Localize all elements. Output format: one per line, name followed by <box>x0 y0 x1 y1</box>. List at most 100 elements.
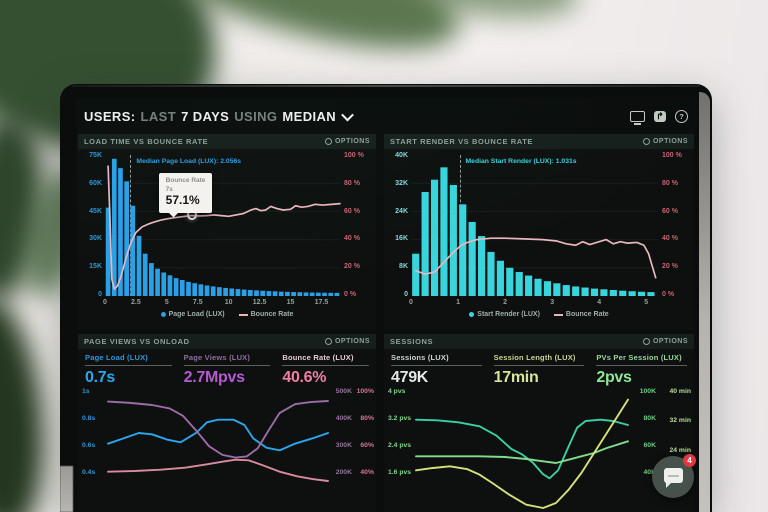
x-axis: 0 2.5 5 7.5 10 12.5 15 17.5 <box>103 299 340 308</box>
axis-label: 15K <box>89 263 102 271</box>
axis-label: 1s <box>82 388 90 395</box>
metric-row: Page Load (LUX) 0.7s Page Views (LUX) 2.… <box>85 353 370 387</box>
metric-bounce-rate[interactable]: Bounce Rate (LUX) 40.6% <box>282 353 370 387</box>
chevron-down-icon[interactable] <box>341 108 354 121</box>
y-axis-right: 100 % 80 % 60 % 40 % 20 % 0 % <box>344 152 373 298</box>
laptop: USERS: LAST 7 DAYS USING MEDIAN ↱ ? LOAD… <box>60 84 712 512</box>
y-axis-left: 75K 60K 45K 30K 15K 0 <box>81 152 102 298</box>
legend-label: Bounce Rate <box>250 311 294 318</box>
x-tick-label: 7.5 <box>192 299 203 306</box>
axis-label: 3.2 pvs <box>388 415 412 423</box>
axis-label: 45K <box>89 207 102 215</box>
options-button[interactable]: OPTIONS <box>324 338 370 345</box>
panel-header: LOAD TIME VS BOUNCE RATE OPTIONS <box>78 134 376 149</box>
share-icon[interactable]: ↱ <box>654 110 666 122</box>
sessions-chart[interactable] <box>416 393 628 505</box>
metric-divider <box>85 365 172 366</box>
gear-icon <box>324 138 332 145</box>
metric-page-views[interactable]: Page Views (LUX) 2.7Mpvs <box>183 353 271 387</box>
chat-widget-button[interactable]: 4 <box>652 454 696 498</box>
axis-label: 0 <box>98 290 102 298</box>
axis-label: 4 pvs <box>388 388 406 395</box>
legend-start-render[interactable]: Start Render (LUX) <box>469 311 540 318</box>
panel-title: PAGE VIEWS VS ONLOAD <box>84 337 190 346</box>
metric-row: Sessions (LUX) 479K Session Length (LUX)… <box>391 353 688 387</box>
options-button[interactable]: OPTIONS <box>324 138 370 145</box>
axis-label: 0 % <box>662 290 675 298</box>
header-icons: ↱ ? <box>630 109 688 125</box>
legend-page-load[interactable]: Page Load (LUX) <box>160 311 225 318</box>
panel-sessions: SESSIONS OPTIONS Sessions (LUX) 479K Ses… <box>384 334 694 512</box>
axis-label: 40 % <box>662 235 678 243</box>
x-tick-label: 12.5 <box>252 299 267 306</box>
dashboard-title-dropdown[interactable]: USERS: LAST 7 DAYS USING MEDIAN <box>84 108 354 124</box>
axis-label: 32 min <box>669 417 691 425</box>
options-label: OPTIONS <box>334 338 370 345</box>
metric-sessions[interactable]: Sessions (LUX) 479K <box>391 353 482 387</box>
legend-label: Bounce Rate <box>565 311 609 318</box>
options-button[interactable]: OPTIONS <box>642 338 688 345</box>
x-tick-label: 10 <box>224 299 233 306</box>
metric-value: 40.6% <box>282 369 327 386</box>
help-icon[interactable]: ? <box>675 109 688 123</box>
metric-label: Sessions (LUX) <box>391 353 449 362</box>
axis-label: 100 % <box>662 152 682 159</box>
axis-label: 0.8s <box>82 415 96 423</box>
axis-label: 40% <box>360 469 374 477</box>
options-label: OPTIONS <box>334 138 370 145</box>
options-label: OPTIONS <box>652 138 688 145</box>
axis-label: 40K <box>643 469 656 477</box>
axis-label: 75K <box>89 152 102 159</box>
panel-header: PAGE VIEWS VS ONLOAD OPTIONS <box>78 334 376 349</box>
metric-label: Page Load (LUX) <box>85 353 149 362</box>
axis-label: 24K <box>395 207 408 215</box>
plant-leaf <box>0 291 53 512</box>
axis-label: 80K <box>643 415 656 423</box>
chart-legend: Page Load (LUX) Bounce Rate <box>78 311 376 318</box>
axis-label: 16K <box>395 235 408 243</box>
metric-divider <box>282 365 370 366</box>
metric-value: 0.7s <box>85 369 115 386</box>
tooltip-x-value: 7s <box>165 185 173 193</box>
median-label: Median Page Load (LUX): 2.056s <box>136 158 242 165</box>
y-axis-right: 100 % 80 % 60 % 40 % 20 % 0 % <box>662 152 691 298</box>
legend-bounce-rate[interactable]: Bounce Rate <box>238 311 294 318</box>
axis-label: 60K <box>89 179 102 187</box>
display-icon[interactable] <box>630 110 645 125</box>
page-views-chart[interactable] <box>108 393 328 505</box>
axis-label: 40 min <box>669 388 691 395</box>
axis-label: 60 % <box>344 207 360 215</box>
axis-label: 0 % <box>344 290 357 298</box>
x-tick-label: 1 <box>456 299 460 306</box>
axis-label: 100% <box>356 388 374 395</box>
axis-label: 1.6 pvs <box>388 469 412 477</box>
y-axis-minutes: 40 min 32 min 24 min <box>660 388 691 477</box>
title-median: MEDIAN <box>282 108 337 124</box>
metric-value: 479K <box>391 369 429 386</box>
metric-divider <box>493 365 585 366</box>
axis-label: 8K <box>399 263 408 271</box>
metric-label: Session Length (LUX) <box>493 353 576 362</box>
legend-label: Page Load (LUX) <box>168 311 225 318</box>
gear-icon <box>642 338 650 345</box>
legend-bounce-rate[interactable]: Bounce Rate <box>553 311 609 318</box>
legend-line-icon <box>238 313 248 316</box>
options-button[interactable]: OPTIONS <box>642 138 688 145</box>
metric-value: 2.7Mpvs <box>183 369 245 386</box>
x-tick-label: 15 <box>286 299 295 306</box>
metric-page-load[interactable]: Page Load (LUX) 0.7s <box>85 353 172 387</box>
axis-label: 32K <box>395 179 408 187</box>
metric-session-length[interactable]: Session Length (LUX) 17min <box>493 353 585 387</box>
panel-page-views-vs-onload: PAGE VIEWS VS ONLOAD OPTIONS Page Load (… <box>78 334 376 512</box>
panel-start-render-vs-bounce-rate: START RENDER VS BOUNCE RATE OPTIONS 40K 3… <box>384 134 694 330</box>
load-time-chart[interactable]: Median Page Load (LUX): 2.056s Bounce Ra… <box>105 155 340 296</box>
metric-pvs-per-session[interactable]: PVs Per Session (LUX) 2pvs <box>596 353 688 387</box>
axis-label: 40 % <box>344 235 360 243</box>
tooltip: Bounce Rate 7s 57.1% <box>158 173 213 218</box>
title-users: USERS: <box>84 108 136 124</box>
metric-divider <box>596 365 688 366</box>
axis-label: 80 % <box>662 179 678 187</box>
start-render-chart[interactable]: Median Start Render (LUX): 1.031s <box>411 155 658 297</box>
axis-label: 20 % <box>662 263 678 271</box>
tooltip-series: Bounce Rate <box>165 177 206 185</box>
